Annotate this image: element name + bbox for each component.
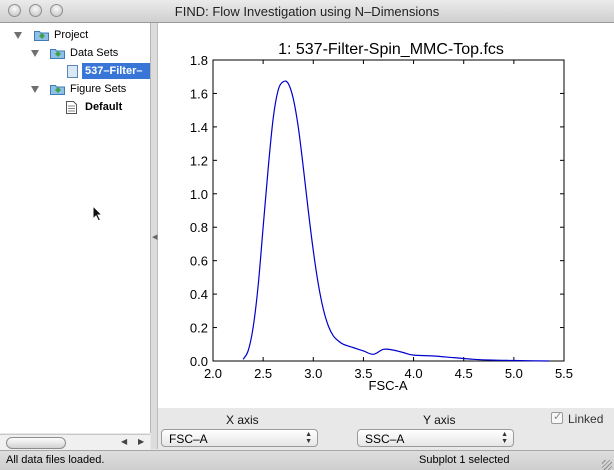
x-tick-label: 5.5 — [555, 366, 573, 381]
y-tick-label: 0.4 — [190, 287, 208, 302]
title-bar: FIND: Flow Investigation using N–Dimensi… — [0, 0, 614, 23]
y-tick-label: 0.0 — [190, 354, 208, 369]
plot-frame — [212, 59, 565, 362]
zoom-window-button[interactable] — [50, 4, 63, 17]
x-tick-label: 5.0 — [505, 366, 523, 381]
x-tick-label: 4.0 — [405, 366, 423, 381]
axis-controls: X axis Y axis FSC–A ▲ ▼ SSC–A ▲ ▼ ✓ Linked — [158, 408, 614, 449]
tree-item-project[interactable]: Project — [0, 27, 150, 43]
y-tick-label: 1.6 — [190, 86, 208, 101]
tree-item-label: Project — [54, 29, 89, 41]
resize-grip-icon[interactable] — [602, 460, 612, 470]
status-bar: All data files loaded. Subplot 1 selecte… — [0, 450, 614, 470]
chart-title: 1: 537-Filter-Spin_MMC-Top.fcs — [278, 41, 504, 58]
project-folder-icon — [34, 31, 49, 41]
y-tick-label: 0.8 — [190, 220, 208, 235]
scroll-right-arrow-icon[interactable]: ▶ — [138, 437, 145, 446]
linked-checkbox[interactable]: ✓ — [551, 411, 563, 424]
x-tick-label: 2.5 — [254, 366, 272, 381]
tree-horizontal-scrollbar[interactable]: ◀ ▶ — [0, 434, 150, 450]
select-arrows-icon: ▲ ▼ — [501, 431, 508, 445]
data-file-icon — [67, 65, 78, 78]
linked-label: Linked — [568, 412, 604, 426]
tree-item-figure-sets[interactable]: Figure Sets — [0, 81, 150, 97]
y-tick-label: 0.6 — [190, 254, 208, 269]
divider-grip-icon[interactable]: ◀ — [152, 234, 158, 241]
subplot-status: Subplot 1 selected — [419, 454, 510, 466]
scrollbar-thumb[interactable] — [6, 437, 66, 449]
disclosure-triangle-icon[interactable] — [31, 50, 39, 57]
minimize-window-button[interactable] — [29, 4, 42, 17]
scroll-left-arrow-icon[interactable]: ◀ — [121, 437, 128, 446]
selection-highlight — [82, 63, 150, 79]
chart[interactable]: 1: 537-Filter-Spin_MMC-Top.fcs 2.0 2.5 3.0… — [158, 23, 614, 408]
status-message: All data files loaded. — [6, 454, 105, 466]
y-axis-label-text: Y axis — [423, 413, 456, 427]
disclosure-triangle-icon[interactable] — [14, 32, 22, 39]
y-axis-select[interactable]: SSC–A ▲ ▼ — [357, 429, 514, 447]
window-title: FIND: Flow Investigation using N–Dimensi… — [174, 4, 440, 19]
select-arrows-icon: ▲ ▼ — [305, 431, 312, 445]
y-tick-label: 1.0 — [190, 187, 208, 202]
y-axis: 0.0 0.2 0.4 0.6 0.8 1.0 1.2 1.4 1.6 1.8 — [190, 53, 564, 369]
tree-item-figure-default[interactable]: Default — [0, 99, 150, 115]
x-axis-select[interactable]: FSC–A ▲ ▼ — [161, 429, 318, 447]
x-axis-label-text: X axis — [226, 413, 259, 427]
y-tick-label: 1.2 — [190, 153, 208, 168]
tree-item-label: Data Sets — [70, 47, 119, 59]
tree-item-data-file[interactable]: 537–Filter– — [64, 63, 150, 79]
document-icon — [66, 101, 77, 114]
x-axis-selected-value: FSC–A — [169, 432, 208, 446]
x-tick-label: 3.5 — [354, 366, 372, 381]
tree-item-data-sets[interactable]: Data Sets — [0, 45, 150, 61]
project-tree-panel: Project Data Sets 537–Filter– — [0, 23, 151, 433]
x-tick-label: 2.0 — [204, 366, 222, 381]
tree-item-label: Default — [85, 101, 123, 113]
split-view-divider[interactable]: ◀ — [151, 23, 158, 449]
x-tick-label: 4.5 — [455, 366, 473, 381]
mouse-cursor-icon — [92, 205, 103, 222]
y-tick-label: 1.8 — [190, 53, 208, 68]
y-axis-selected-value: SSC–A — [365, 432, 405, 446]
x-axis: 2.0 2.5 3.0 3.5 4.0 4.5 5.0 5.5 — [204, 60, 573, 381]
figure-sets-folder-icon — [50, 85, 65, 95]
density-series-line — [242, 80, 549, 362]
x-tick-label: 3.0 — [304, 366, 322, 381]
close-window-button[interactable] — [8, 4, 21, 17]
tree-item-label: 537–Filter– — [85, 65, 143, 77]
checkmark-icon: ✓ — [553, 411, 563, 423]
y-tick-label: 1.4 — [190, 120, 208, 135]
disclosure-triangle-icon[interactable] — [31, 86, 39, 93]
data-sets-folder-icon — [50, 49, 65, 59]
plot-area[interactable]: 1: 537-Filter-Spin_MMC-Top.fcs 2.0 2.5 3.0… — [158, 23, 614, 408]
tree-item-label: Figure Sets — [70, 83, 127, 95]
y-tick-label: 0.2 — [190, 321, 208, 336]
x-axis-label: FSC-A — [369, 378, 408, 393]
